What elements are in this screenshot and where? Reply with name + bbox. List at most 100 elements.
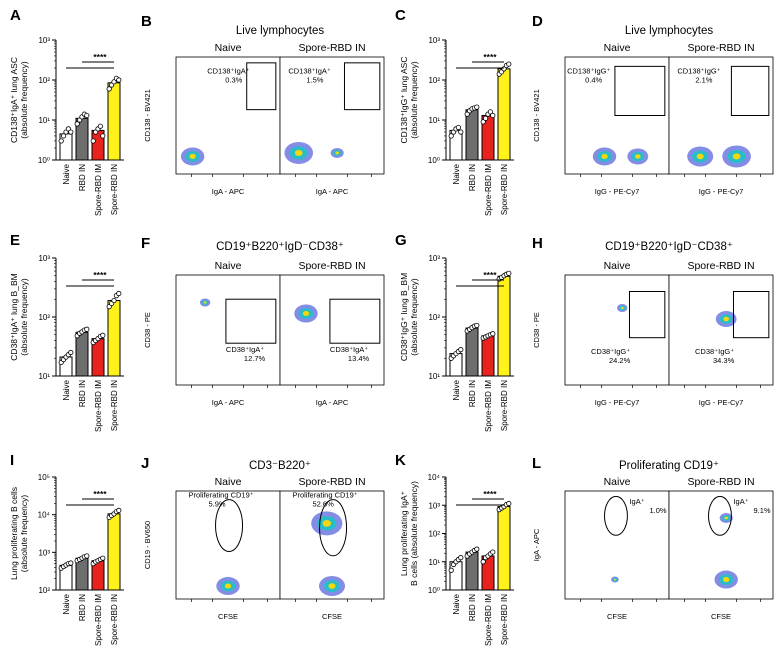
density-high bbox=[723, 316, 729, 322]
category-label: RBD IN bbox=[78, 380, 87, 407]
gate-value: 2.1% bbox=[695, 75, 712, 84]
panel-letter-h: H bbox=[532, 235, 543, 252]
category-label: Spore-RBD IN bbox=[110, 594, 119, 645]
gate-value: 12.7% bbox=[244, 354, 266, 363]
gate-box bbox=[225, 298, 277, 344]
flow-x-label: IgA - APC bbox=[316, 398, 349, 407]
data-point bbox=[74, 121, 80, 127]
data-point bbox=[506, 270, 512, 276]
data-point bbox=[116, 77, 122, 83]
flow-panel-h: CD19⁺B220⁺IgD⁻CD38⁺ CD38 - PE Naive CD38⁺Ig… bbox=[532, 241, 774, 407]
bar-chart-k: 10⁰ 10¹ 10² 10³ 10⁴ Lung proliferating IgA⁺B … bbox=[399, 473, 514, 646]
category-label: Naive bbox=[452, 379, 461, 400]
significance-label: **** bbox=[93, 270, 107, 280]
density-high bbox=[696, 153, 704, 160]
gate-value: 9.1% bbox=[753, 506, 770, 515]
flow-plot-frame bbox=[668, 274, 774, 386]
significance-label: **** bbox=[483, 270, 497, 280]
panel-letter-i: I bbox=[10, 452, 14, 469]
density-high bbox=[302, 310, 310, 317]
y-axis-label: Lung proliferating IgA⁺B cells (absolute… bbox=[399, 481, 419, 586]
flow-panel-l: Proliferating CD19⁺ IgA - APC Naive IgA⁺ 1.0… bbox=[532, 460, 774, 621]
flow-x-label: CFSE bbox=[607, 612, 627, 621]
category-label: Naive bbox=[62, 163, 71, 184]
panel-letter-l: L bbox=[532, 455, 541, 472]
flow-title: CD19⁺B220⁺IgD⁻CD38⁺ bbox=[605, 241, 733, 253]
bar-chart-e: 10¹ 10² 10³ CD38⁺IgA⁺ lung B_BM(absolute fr… bbox=[9, 254, 124, 432]
density-high bbox=[224, 583, 232, 589]
panel-letter-g: G bbox=[395, 232, 407, 249]
y-tick-label: 10¹ bbox=[428, 558, 440, 567]
gate-box bbox=[343, 62, 381, 111]
category-label: Spore-RBD IN bbox=[110, 164, 119, 215]
flow-x-label: IgA - APC bbox=[212, 187, 245, 196]
density-high bbox=[294, 149, 303, 157]
flow-panel-j: CD3⁻B220⁺ CD19 - BV650 Naive Proliferating … bbox=[143, 460, 385, 621]
significance-label: **** bbox=[483, 489, 497, 499]
category-label: Naive bbox=[452, 163, 461, 184]
flow-x-label: CFSE bbox=[711, 612, 731, 621]
gate-box bbox=[730, 65, 770, 116]
density-high bbox=[328, 583, 336, 589]
density-high bbox=[322, 520, 331, 527]
bar-3 bbox=[497, 275, 511, 377]
sample-name: Naive bbox=[215, 260, 242, 272]
data-point bbox=[116, 507, 122, 513]
bar-1 bbox=[465, 109, 479, 161]
bar-1 bbox=[75, 331, 89, 377]
sample-name: Spore-RBD IN bbox=[298, 476, 365, 488]
data-point bbox=[506, 500, 512, 507]
bar-3 bbox=[497, 68, 511, 161]
flow-y-label: CD19 - BV650 bbox=[143, 521, 152, 569]
data-point bbox=[464, 111, 470, 117]
flow-x-label: IgG - PE-Cy7 bbox=[595, 398, 640, 407]
y-axis-label: CD138⁺IgA⁺ lung ASC(absolute frequency) bbox=[9, 57, 29, 143]
y-axis-label: CD38⁺IgG⁺ lung B_BM(absolute frequency) bbox=[399, 273, 419, 361]
y-tick-label: 10⁰ bbox=[428, 156, 440, 165]
category-label: Spore-RBD IM bbox=[94, 594, 103, 646]
panel-letter-a: A bbox=[10, 7, 21, 24]
data-point bbox=[458, 347, 464, 353]
significance-label: **** bbox=[93, 489, 107, 499]
flow-title: CD3⁻B220⁺ bbox=[249, 460, 311, 472]
gate-box bbox=[628, 291, 666, 339]
category-label: RBD IN bbox=[468, 164, 477, 191]
y-tick-label: 10² bbox=[38, 313, 50, 322]
gate-ellipse bbox=[708, 495, 732, 536]
sample-name: Spore-RBD IN bbox=[298, 42, 365, 54]
panel-letter-b: B bbox=[141, 13, 152, 30]
gate-value: 5.9% bbox=[208, 499, 225, 508]
panel-letter-j: J bbox=[141, 455, 149, 472]
density-high bbox=[620, 306, 624, 310]
data-point bbox=[490, 549, 496, 555]
y-tick-label: 10⁰ bbox=[38, 156, 50, 165]
flow-panel-f: CD19⁺B220⁺IgD⁻CD38⁺ CD38 - PE Naive CD38⁺Ig… bbox=[143, 241, 385, 407]
data-point bbox=[458, 129, 464, 135]
sample-name: Naive bbox=[215, 42, 242, 54]
gate-value: 1.0% bbox=[649, 506, 666, 515]
data-point bbox=[116, 290, 122, 297]
density-high bbox=[613, 578, 616, 581]
category-label: Spore-RBD IM bbox=[94, 380, 103, 432]
gate-value: 52.6% bbox=[312, 499, 334, 508]
y-axis-label: CD138⁺IgG⁺ lung ASC(absolute frequency) bbox=[399, 57, 419, 144]
y-tick-label: 10⁴ bbox=[38, 511, 51, 520]
bar-3 bbox=[107, 82, 121, 161]
flow-panel-b: Live lymphocytes CD138 - BV421 Naive CD138⁺… bbox=[143, 25, 385, 196]
density-high bbox=[732, 153, 741, 160]
data-point bbox=[58, 138, 64, 144]
y-tick-label: 10¹ bbox=[428, 116, 440, 125]
category-label: Naive bbox=[62, 593, 71, 614]
flow-x-label: IgG - PE-Cy7 bbox=[699, 398, 744, 407]
data-point bbox=[100, 133, 106, 139]
category-label: Spore-RBD IM bbox=[484, 164, 493, 216]
sample-name: Naive bbox=[604, 260, 631, 272]
flow-x-label: IgA - APC bbox=[316, 187, 349, 196]
flow-plot-frame bbox=[175, 274, 281, 386]
y-tick-label: 10⁴ bbox=[428, 473, 441, 482]
data-point bbox=[68, 349, 74, 356]
category-label: Spore-RBD IM bbox=[484, 594, 493, 646]
significance-label: **** bbox=[483, 52, 497, 62]
data-point bbox=[60, 133, 67, 139]
gate-value: 0.3% bbox=[225, 75, 242, 84]
